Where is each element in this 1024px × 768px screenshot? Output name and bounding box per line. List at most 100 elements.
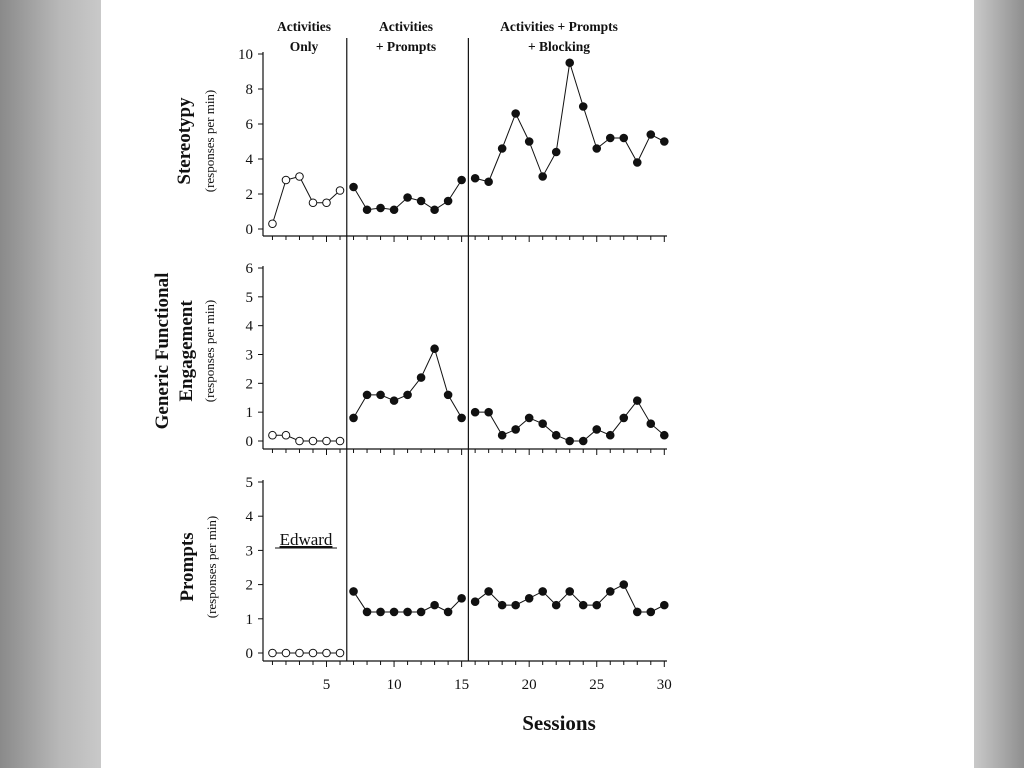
panel-1-data-point <box>362 205 372 215</box>
panel-2-data-point <box>470 407 480 417</box>
panel-1-title-line-1: Stereotypy <box>174 97 195 185</box>
panel-2-series-line-2 <box>353 347 463 419</box>
slide-right-margin <box>974 0 1024 768</box>
panel-3-data-point <box>308 648 318 658</box>
panel-1-data-point <box>470 173 480 183</box>
panel-3-data-point <box>497 600 507 610</box>
panel-3-data-point <box>592 600 602 610</box>
phase-label-2-line-2: + Prompts <box>376 39 436 54</box>
panel-1-data-point <box>524 137 534 146</box>
panel-2-title-line-2: Engagement <box>176 300 197 402</box>
panel-1-data-point <box>295 172 304 181</box>
panel-1-data-point <box>578 102 588 111</box>
panel-2-data-point <box>497 430 507 440</box>
panel-2-data-point <box>632 396 642 405</box>
panel-2-data-point <box>443 390 453 400</box>
panel-1-data-point <box>443 196 453 206</box>
panel-1-data-point <box>565 58 575 68</box>
panel-3-title-line-1: Prompts <box>177 532 198 601</box>
panel-2-data-point <box>484 407 493 417</box>
panel-2-y-tick-label: 3 <box>246 348 254 364</box>
panel-3-y-tick-label: 0 <box>246 646 254 662</box>
x-tick-label: 5 <box>323 677 331 693</box>
panel-3-data-point <box>349 587 358 596</box>
panel-2-data-point <box>551 430 561 440</box>
panel-3-data-point <box>430 600 439 610</box>
panel-3-data-point <box>322 648 331 658</box>
phase-label-3-line-1: Activities + Prompts <box>500 19 618 34</box>
panel-3-data-point <box>295 648 304 658</box>
panel-1-data-point <box>403 193 412 202</box>
x-axis-label: Sessions <box>522 711 596 735</box>
panel-2-y-tick-label: 0 <box>246 434 254 450</box>
panel-2-data-point <box>416 373 426 382</box>
panel-3-data-point <box>362 607 372 617</box>
panel-1-data-point <box>349 182 358 192</box>
panel-2-data-point <box>376 390 385 400</box>
panel-3-data-point <box>551 600 561 610</box>
panel-1-data-point <box>619 133 629 143</box>
panel-1-data-point <box>592 144 602 153</box>
panel-1-y-tick-label: 8 <box>246 82 254 98</box>
panel-3-y-tick-label: 2 <box>246 578 254 594</box>
panel-3-data-point <box>484 587 493 596</box>
panel-3-data-point <box>335 648 345 658</box>
panel-2-data-point <box>646 419 656 429</box>
panel-3-y-tick-label: 4 <box>246 509 254 525</box>
panel-3-data-point <box>281 648 291 658</box>
panel-2-data-point <box>322 436 331 446</box>
panel-3-y-tick-label: 5 <box>246 475 254 491</box>
panel-1-data-point <box>457 175 466 185</box>
panel-2-data-point <box>605 430 615 440</box>
x-tick-label: 30 <box>657 677 672 693</box>
panel-1-data-point <box>376 203 385 213</box>
panel-2-y-tick-label: 2 <box>246 376 254 392</box>
panel-3-data-point <box>659 600 669 610</box>
panel-3-data-point <box>403 607 412 617</box>
panel-2-data-point <box>578 436 588 446</box>
panel-3-data-point <box>524 593 534 603</box>
panel-3-data-point <box>565 587 575 596</box>
panel-2-data-point <box>538 419 547 429</box>
panel-2-y-tick-label: 4 <box>246 319 254 335</box>
panel-2-title-line-1: Generic Functional <box>152 273 173 430</box>
panel-1-data-point <box>497 144 507 153</box>
panel-2-data-point <box>592 425 602 434</box>
panel-2-data-point <box>295 436 304 446</box>
panel-2-y-tick-label: 5 <box>246 290 254 306</box>
panel-3-data-point <box>457 593 466 603</box>
panel-3-data-point <box>632 607 642 617</box>
panel-1-data-point <box>268 219 277 229</box>
panel-3-data-point <box>578 600 588 610</box>
panel-2-data-point <box>349 413 358 423</box>
panel-3-data-point <box>470 597 480 607</box>
panel-3-data-point <box>416 607 426 617</box>
panel-2-data-point <box>268 430 277 440</box>
panel-2-data-point <box>430 344 439 354</box>
panel-3-y-tick-label: 3 <box>246 543 254 559</box>
panel-1-y-tick-label: 6 <box>246 117 254 133</box>
panel-1-data-point <box>511 109 520 118</box>
panel-2-data-point <box>389 396 399 405</box>
panel-3-y-tick-label: 1 <box>246 612 254 628</box>
panel-1-data-point <box>389 205 399 215</box>
panel-1-data-point <box>322 198 331 208</box>
panel-3-data-point <box>619 580 629 589</box>
panel-3-data-point <box>538 587 547 596</box>
panel-1-data-point <box>430 205 439 215</box>
panel-1-data-point <box>551 147 561 157</box>
panel-1-data-point <box>646 130 656 139</box>
panel-2-data-point <box>281 430 291 440</box>
panel-3-data-point <box>443 607 453 617</box>
panel-1-y-tick-label: 2 <box>246 187 254 203</box>
x-tick-label: 15 <box>454 677 469 693</box>
x-tick-label: 10 <box>387 677 402 693</box>
panel-2-data-point <box>335 436 345 446</box>
panel-1-data-point <box>538 172 547 181</box>
panel-1-ylabel: (responses per min) <box>202 90 217 193</box>
panel-2-data-point <box>457 413 466 423</box>
participant-name: Edward <box>280 530 333 549</box>
panel-3-data-point <box>646 607 656 617</box>
panel-2-data-point <box>511 425 520 434</box>
panel-1-data-point <box>335 186 345 195</box>
